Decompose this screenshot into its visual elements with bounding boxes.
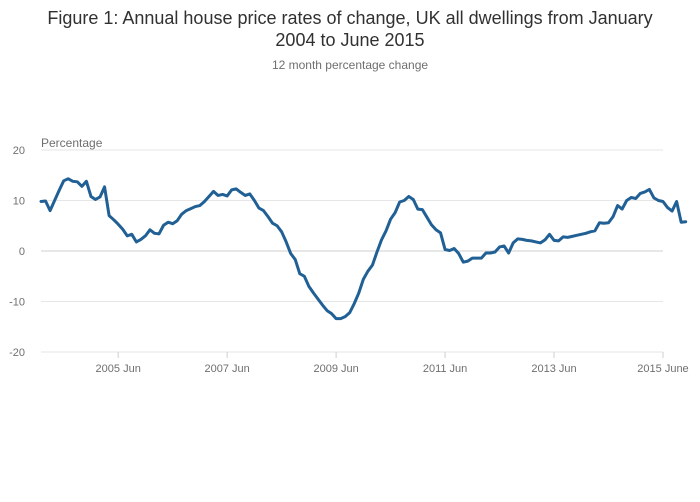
series-line [39, 177, 688, 321]
plot-area [39, 177, 688, 321]
x-tick-label: 2011 Jun [423, 363, 467, 375]
chart-subtitle: 12 month percentage change [272, 58, 428, 72]
x-tick-label: 2005 Jun [96, 363, 141, 375]
y-tick-label: 20 [13, 145, 25, 157]
y-tick-label: 0 [19, 246, 25, 258]
y-tick-label: -10 [9, 297, 25, 309]
x-tick-label: 2015 June [637, 363, 688, 375]
chart-title-line-1: Figure 1: Annual house price rates of ch… [47, 8, 652, 28]
x-tick-label: 2009 Jun [313, 363, 358, 375]
x-tick-label: 2007 Jun [205, 363, 250, 375]
y-tick-label: 10 [13, 196, 25, 208]
y-axis-ticks: 20 10 0 -10 -20 [9, 145, 25, 359]
y-axis-title: Percentage [41, 136, 103, 150]
gridlines [41, 149, 663, 353]
y-tick-label: -20 [9, 347, 25, 359]
chart-title-line-2: 2004 to June 2015 [275, 30, 424, 50]
x-tick-label: 2013 Jun [531, 363, 576, 375]
x-axis-ticks: 2005 Jun 2007 Jun 2009 Jun 2011 Jun 2013 Jun… [96, 352, 689, 375]
